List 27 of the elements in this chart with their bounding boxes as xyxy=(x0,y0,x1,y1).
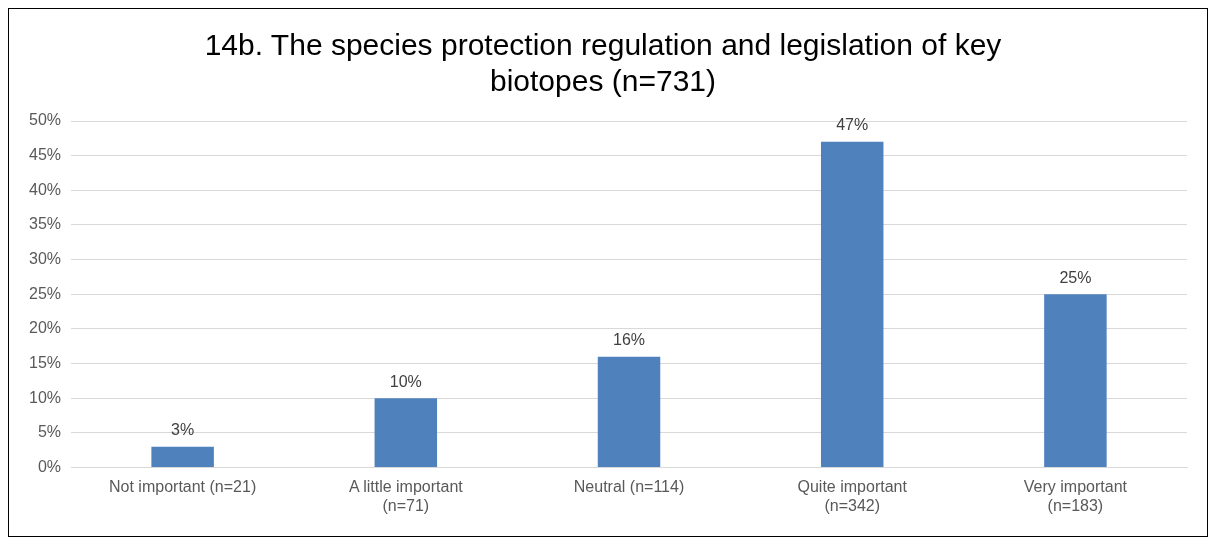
data-label: 16% xyxy=(613,331,646,349)
x-tick-label: Neutral (n=114) xyxy=(573,477,685,495)
y-tick-label: 5% xyxy=(37,423,62,441)
x-tick-label: Very important (n=183) xyxy=(1023,477,1128,514)
bar xyxy=(820,141,884,468)
data-label: 10% xyxy=(389,372,422,390)
data-label: 25% xyxy=(1059,268,1092,286)
x-tick-label: Quite important (n=342) xyxy=(797,477,908,514)
data-label: 47% xyxy=(836,116,869,134)
bar xyxy=(374,398,438,468)
y-tick-label: 30% xyxy=(28,250,62,268)
bar xyxy=(151,446,214,468)
y-tick-label: 15% xyxy=(28,354,62,372)
y-tick-label: 35% xyxy=(28,215,62,233)
y-tick-label: 25% xyxy=(28,284,62,302)
y-tick-label: 10% xyxy=(28,388,62,406)
chart-title: 14b. The species protection regulation and legislation of key biotopes (n=731) xyxy=(204,28,1002,98)
y-tick-label: 50% xyxy=(28,111,62,129)
x-tick-label: A little important (n=71) xyxy=(348,477,464,514)
y-tick-label: 20% xyxy=(28,319,62,337)
y-tick-label: 0% xyxy=(37,458,62,476)
bar xyxy=(597,356,661,468)
y-tick-label: 45% xyxy=(28,146,62,164)
data-label: 3% xyxy=(171,421,195,439)
x-tick-label: Not important (n=21) xyxy=(109,477,257,495)
y-tick-label: 40% xyxy=(28,180,62,198)
bar xyxy=(1044,294,1107,468)
